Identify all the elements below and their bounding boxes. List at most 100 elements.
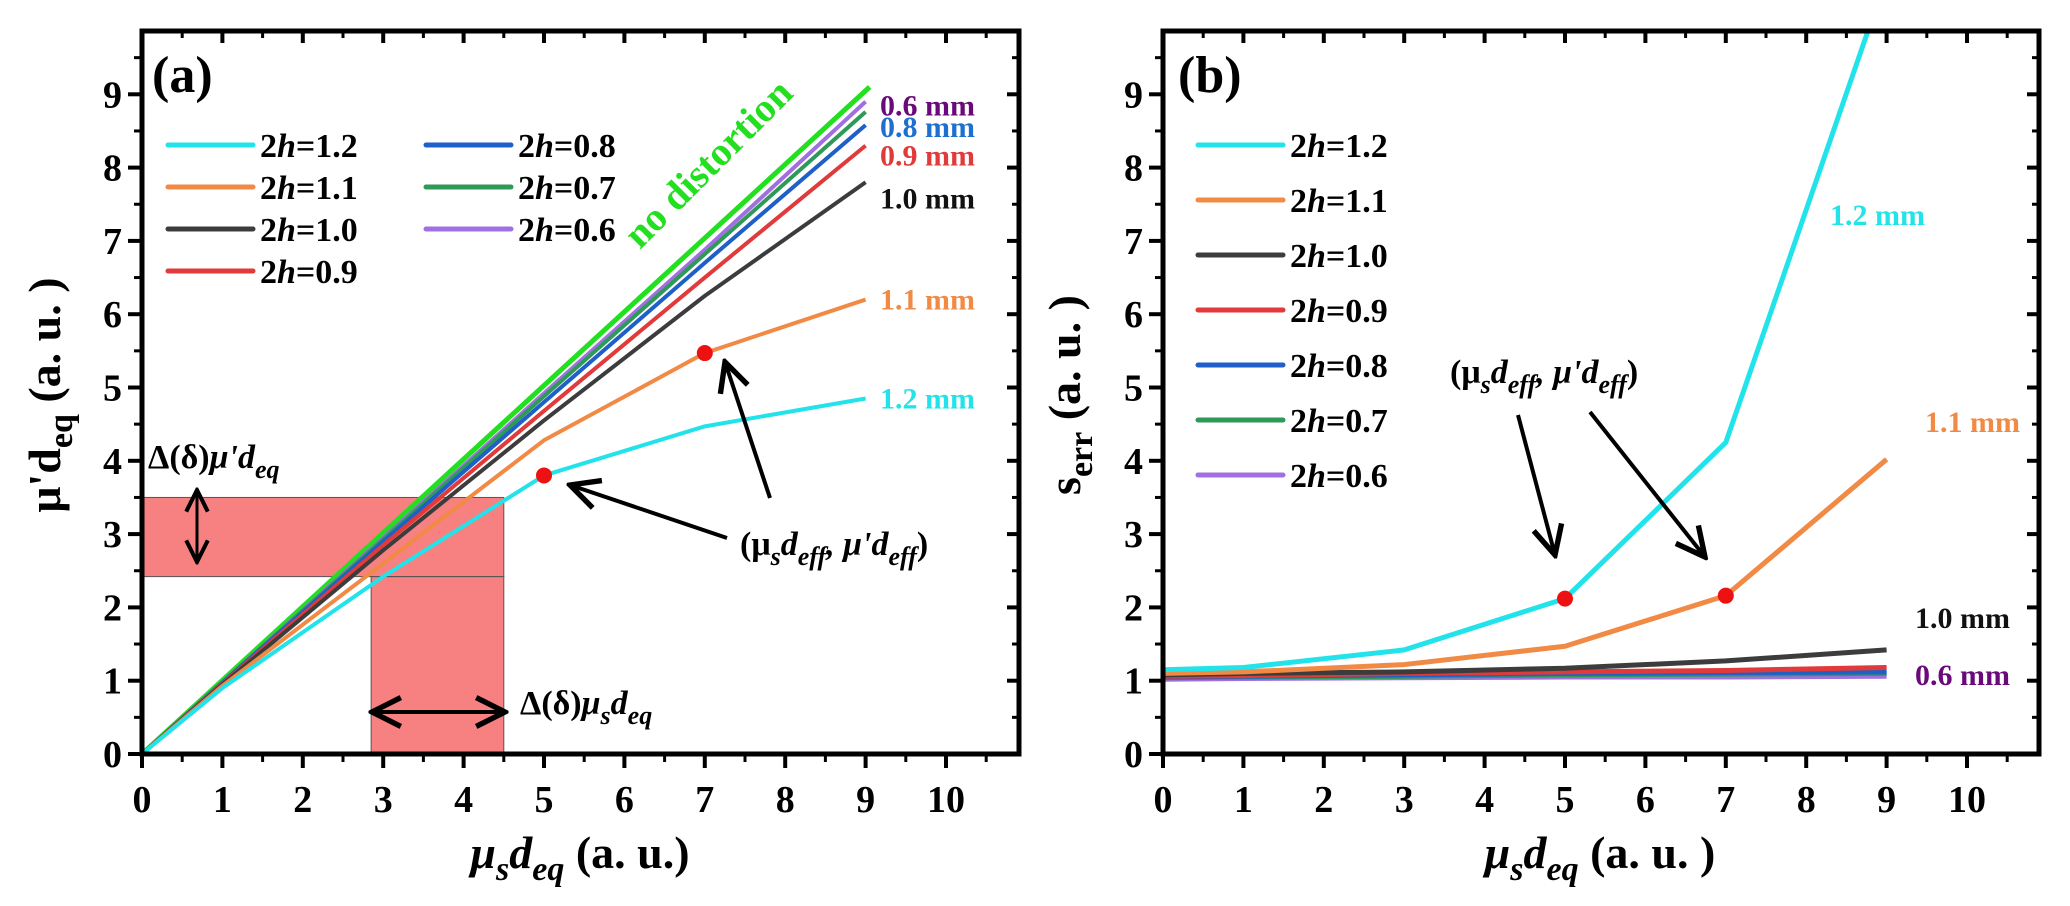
- y-tick-label: 4: [103, 441, 122, 483]
- x-tick-label: 8: [776, 779, 795, 821]
- x-axis-title: μsdeq (a. u. ): [1483, 827, 1716, 888]
- x-tick-label: 9: [856, 779, 875, 821]
- plot-frame: [139, 28, 1022, 757]
- series-end-label: 0.6 mm: [880, 90, 975, 123]
- y-tick-label: 6: [1124, 294, 1143, 336]
- ticks: 0 1 2 3 4 5 6 7 8 9 10 0 1 2 3 4 5 6 7 8 9: [103, 31, 1019, 821]
- y-tick-label: 2: [1124, 587, 1143, 629]
- x-tick-label: 6: [615, 779, 634, 821]
- legend-entry-label: 2h=0.7: [1290, 403, 1388, 440]
- legend-entry-label: 2h=0.8: [518, 128, 616, 165]
- legend-entry-label: 2h=0.9: [260, 254, 358, 291]
- x-tick-label: 9: [1877, 779, 1896, 821]
- y-tick-label: 3: [103, 514, 122, 556]
- x-tick-label: 7: [1716, 779, 1735, 821]
- series-end-label: 1.1 mm: [880, 284, 975, 317]
- x-tick-label: 4: [454, 779, 473, 821]
- y-tick-label: 3: [1124, 514, 1143, 556]
- legend-entry-label: 2h=1.2: [260, 128, 358, 165]
- annotation-delta-mu-s: Δ(δ)μsdeq: [520, 685, 652, 730]
- x-tick-label: 8: [1797, 779, 1816, 821]
- plot-frame: [1160, 28, 2042, 757]
- data-marker: [696, 345, 713, 362]
- markers: [536, 345, 713, 484]
- x-tick-label: 4: [1475, 779, 1494, 821]
- data-marker: [536, 467, 552, 484]
- series-lines: [1163, 31, 1889, 682]
- y-tick-label: 1: [103, 661, 122, 703]
- panel-label-a: (a): [152, 47, 213, 104]
- y-tick-label: 0: [1124, 734, 1143, 776]
- y-tick-label: 2: [103, 587, 122, 629]
- data-marker: [1557, 590, 1573, 607]
- series-end-label: 1.0 mm: [880, 182, 975, 215]
- x-tick-label: 10: [1948, 779, 1986, 821]
- shaded-region: [370, 576, 505, 755]
- legend-entry-label: 2h=1.1: [1290, 183, 1388, 220]
- markers: [1557, 587, 1734, 607]
- series-end-label: 1.2 mm: [880, 382, 975, 415]
- y-tick-label: 7: [103, 221, 122, 263]
- x-tick-label: 3: [374, 779, 393, 821]
- series-lines: [142, 85, 872, 754]
- reference-line-label: no distortion: [615, 70, 802, 257]
- y-tick-label: 8: [103, 148, 122, 190]
- legend: 2h=1.2 2h=1.1 2h=1.0 2h=0.9 2h=0.8 2h=0.7 2h=0…: [165, 128, 616, 291]
- arrow-to-marker-1: [1516, 414, 1555, 555]
- y-tick-label: 9: [103, 74, 122, 116]
- x-tick-label: 5: [1556, 779, 1575, 821]
- legend-entry-label: 2h=0.8: [1290, 348, 1388, 385]
- data-marker: [1717, 587, 1734, 604]
- legend-entry-label: 2h=1.2: [1290, 128, 1388, 165]
- annotation-delta-mu-prime: Δ(δ)μ'deq: [148, 439, 280, 484]
- series-end-label: 1.0 mm: [1915, 602, 2010, 635]
- legend-entry-label: 2h=1.0: [1290, 238, 1388, 275]
- legend-entry-label: 2h=1.1: [260, 170, 358, 207]
- axes-frame: [1160, 28, 2042, 757]
- series-end-label: 0.8 mm: [880, 111, 975, 144]
- legend-entry-label: 2h=0.6: [1290, 458, 1388, 495]
- y-tick-label: 7: [1124, 221, 1143, 263]
- legend: 2h=1.2 2h=1.1 2h=1.0 2h=0.9 2h=0.8 2h=0.7 2h=0…: [1195, 128, 1388, 495]
- x-axis-title: μsdeq (a. u.): [468, 827, 689, 888]
- arrow-to-marker-2: [1588, 410, 1705, 557]
- x-tick-label: 1: [1234, 779, 1253, 821]
- y-axis-title: μ'deq (a. u. ): [19, 277, 80, 512]
- series-end-label: 1.2 mm: [1830, 199, 1925, 232]
- panel-label-b: (b): [1178, 47, 1242, 104]
- axes-frame: [139, 28, 1022, 757]
- x-tick-label: 3: [1395, 779, 1414, 821]
- x-tick-label: 10: [927, 779, 965, 821]
- y-tick-label: 1: [1124, 661, 1143, 703]
- series-end-labels: 1.2 mm 1.1 mm 1.0 mm 0.6 mm: [1830, 199, 2020, 692]
- y-tick-label: 5: [103, 368, 122, 410]
- series-line-2h-1-2: [142, 396, 866, 754]
- annotation-eff-point: (μsdeff, μ'deff): [1450, 354, 1638, 399]
- legend-entry-label: 2h=0.9: [1290, 293, 1388, 330]
- arrow-to-marker-1: [570, 485, 728, 540]
- y-axis-title: serr (a. u. ): [1039, 295, 1100, 495]
- x-tick-label: 0: [1154, 779, 1173, 821]
- ticks: 0 1 2 3 4 5 6 7 8 9 10 0 1 2 3 4 5 6 7 8 9: [1124, 31, 2039, 821]
- legend-entry-label: 2h=0.6: [518, 212, 616, 249]
- x-tick-label: 2: [293, 779, 312, 821]
- series-end-label: 0.9 mm: [880, 140, 975, 173]
- x-tick-label: 1: [213, 779, 232, 821]
- series-line-2h-1-1: [1163, 457, 1889, 676]
- y-tick-label: 9: [1124, 74, 1143, 116]
- y-tick-label: 5: [1124, 368, 1143, 410]
- arrow-to-marker-2: [725, 362, 772, 499]
- series-end-label: 1.1 mm: [1925, 406, 2020, 439]
- annotation-eff-point: (μsdeff, μ'deff): [740, 526, 928, 571]
- y-tick-label: 8: [1124, 148, 1143, 190]
- x-tick-label: 0: [133, 779, 152, 821]
- series-end-labels: 1.2 mm 1.1 mm 1.0 mm 0.9 mm0.8 mm0.6 mm: [880, 90, 975, 416]
- legend-entry-label: 2h=1.0: [260, 212, 358, 249]
- y-tick-label: 6: [103, 294, 122, 336]
- series-line-2h-1-2: [1163, 31, 1871, 673]
- x-tick-label: 7: [695, 779, 714, 821]
- legend-entry-label: 2h=0.7: [518, 170, 616, 207]
